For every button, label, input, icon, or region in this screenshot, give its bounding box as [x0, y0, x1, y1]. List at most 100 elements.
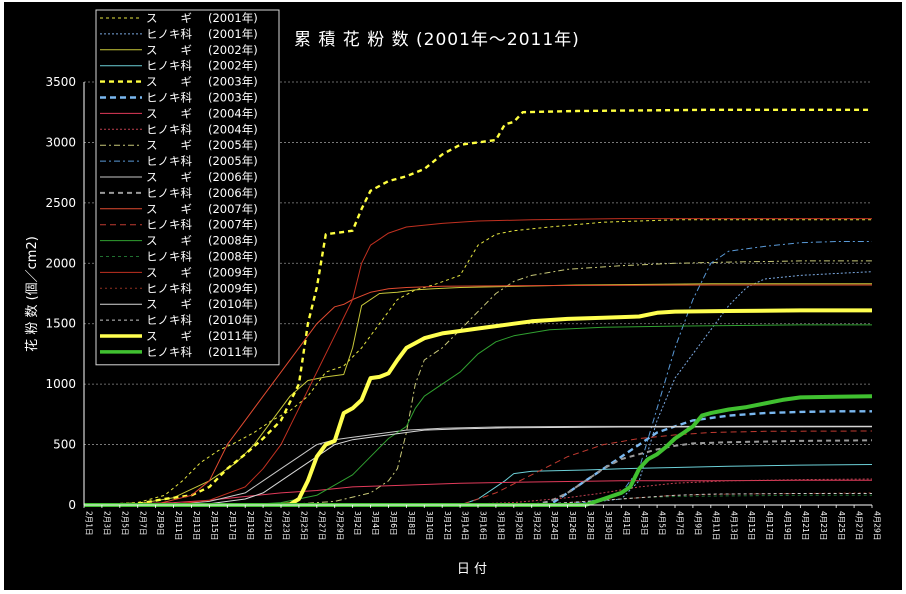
series-line-14	[84, 324, 872, 506]
x-tick-label: 2月11日	[174, 511, 183, 540]
legend-entry-year: (2005年)	[208, 138, 258, 152]
y-tick-label: 500	[53, 438, 76, 452]
legend-entry-year: (2006年)	[208, 186, 258, 200]
legend-entry-name: ヒノキ科	[146, 313, 192, 327]
x-tick-label: 3月14日	[461, 511, 470, 540]
legend-entry-name: ヒノキ科	[146, 27, 192, 41]
legend-entry-year: (2003年)	[208, 75, 258, 89]
series-line-13	[84, 430, 873, 506]
series-layer	[83, 108, 873, 507]
x-tick-label: 2月19日	[246, 511, 255, 540]
chart-frame: 0 500 1000 1500 2000 2500 3000 3500 2月1日 2月3日 2月5日…	[4, 2, 902, 590]
series-line-4	[83, 108, 872, 507]
legend-entry-name: ス ギ	[146, 297, 192, 311]
series-line-15	[84, 494, 872, 506]
x-tick-label: 2月27日	[317, 511, 326, 540]
x-tick-label: 4月25日	[837, 511, 846, 540]
x-tick-label: 4月23日	[819, 511, 828, 540]
legend-entry-year: (2008年)	[208, 234, 258, 248]
legend-entry-name: ス ギ	[146, 234, 192, 248]
legend-entry-name: ヒノキ科	[146, 281, 192, 295]
legend-entry-name: ヒノキ科	[146, 345, 192, 359]
x-tick-label: 2月5日	[120, 511, 129, 536]
x-tick-label: 3月20日	[514, 511, 523, 540]
series-line-16	[83, 218, 872, 506]
series-line-10	[83, 425, 872, 506]
legend-entry-name: ス ギ	[146, 265, 192, 279]
series-line-7	[84, 478, 873, 506]
x-tick-label: 2月21日	[264, 511, 273, 540]
x-tick-label: 4月29日	[873, 511, 882, 540]
x-tick-label: 3月10日	[425, 511, 434, 540]
y-tick-label: 3000	[45, 135, 76, 149]
legend-entry-year: (2004年)	[208, 106, 258, 120]
legend-entry-name: ヒノキ科	[146, 154, 192, 168]
legend-entry-year: (2010年)	[208, 313, 258, 327]
legend-entry-year: (2009年)	[208, 265, 258, 279]
x-tick-label: 4月11日	[711, 511, 720, 540]
legend-entry-name: ヒノキ科	[146, 218, 192, 232]
x-tick-label: 3月26日	[568, 511, 577, 540]
x-tick-label: 2月1日	[85, 511, 94, 536]
series-line-20	[84, 308, 872, 507]
legend-entry-name: ヒノキ科	[146, 250, 192, 264]
legend-entry-name: ス ギ	[146, 138, 192, 152]
series-line-11	[84, 439, 873, 506]
series-line-2	[83, 283, 872, 506]
x-tick-label: 4月15日	[747, 511, 756, 540]
x-tick-label: 4月17日	[765, 511, 774, 540]
legend-entry-name: ヒノキ科	[146, 59, 192, 73]
legend-entry-name: ス ギ	[146, 106, 192, 120]
legend-entry-name: ス ギ	[146, 11, 192, 25]
legend-entry-name: ヒノキ科	[146, 186, 192, 200]
legend-entry-year: (2007年)	[208, 202, 258, 216]
series-line-8	[84, 260, 872, 506]
y-axis-label: 花 粉 数 (個／cm2)	[24, 236, 40, 352]
x-tick-label: 3月2日	[353, 511, 362, 536]
x-tick-label: 2月13日	[192, 511, 201, 540]
x-tick-label: 2月23日	[282, 511, 291, 540]
legend: ス ギ (2001年) ヒノキ科 (2001年) ス ギ (2002年) ヒノキ科 (2002…	[95, 9, 280, 366]
x-tick-label: 3月16日	[479, 511, 488, 540]
x-tick-label: 3月18日	[497, 511, 506, 540]
x-tick-label: 4月5日	[658, 511, 667, 536]
series-line-5	[84, 410, 872, 507]
legend-entry-year: (2011年)	[208, 329, 258, 343]
legend-entry-name: ス ギ	[146, 202, 192, 216]
legend-entry-year: (2002年)	[208, 59, 258, 73]
legend-entry-year: (2001年)	[208, 11, 258, 25]
x-tick-label: 2月25日	[300, 511, 309, 540]
legend-entry-name: ス ギ	[146, 329, 192, 343]
x-tick-label: 4月13日	[729, 511, 738, 540]
legend-entry-year: (2001年)	[208, 27, 258, 41]
x-tick-label: 4月9日	[694, 511, 703, 536]
chart-title: 累 積 花 粉 数 (2001年〜2011年)	[294, 30, 580, 50]
x-tick-label: 2月9日	[156, 511, 165, 536]
x-tick-label: 3月6日	[389, 511, 398, 536]
legend-entry-name: ス ギ	[146, 43, 192, 57]
y-tick-label: 1000	[45, 377, 76, 391]
x-tick-label: 4月19日	[783, 511, 792, 540]
legend-entry-year: (2003年)	[208, 91, 258, 105]
y-tick-label: 2000	[45, 256, 76, 270]
legend-entry-name: ス ギ	[146, 170, 192, 184]
legend-entry-name: ス ギ	[146, 75, 192, 89]
x-tick-label: 3月30日	[604, 511, 613, 540]
x-tick-label: 4月3日	[640, 511, 649, 536]
x-tick-label: 3月28日	[586, 511, 595, 540]
x-tick-label: 2月7日	[138, 511, 147, 536]
legend-entry-year: (2009年)	[208, 281, 258, 295]
x-tick-label: 4月27日	[855, 511, 864, 540]
x-tick-label: 4月1日	[622, 511, 631, 536]
y-tick-label: 1500	[45, 317, 76, 331]
legend-entry-year: (2004年)	[208, 122, 258, 136]
x-tick-label: 3月12日	[443, 511, 452, 540]
legend-entry-year: (2010年)	[208, 297, 258, 311]
legend-entry-year: (2002年)	[208, 43, 258, 57]
legend-box	[95, 9, 280, 366]
x-tick-label: 2月3日	[103, 511, 112, 536]
legend-entry-name: ヒノキ科	[146, 122, 192, 136]
y-tick-label: 2500	[45, 196, 76, 210]
x-tick-label: 3月24日	[550, 511, 559, 540]
grid-layer	[84, 81, 872, 445]
